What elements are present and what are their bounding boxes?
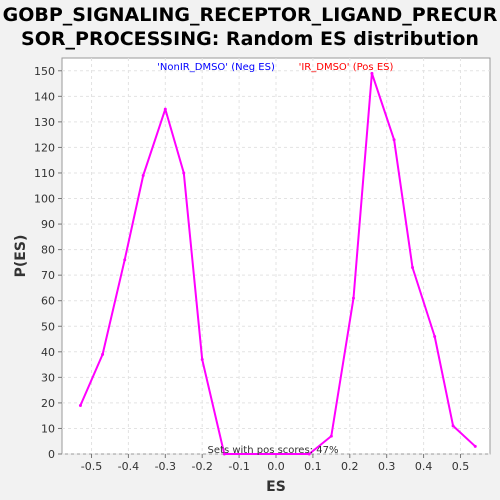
- x-tick-label: 0.5: [452, 460, 470, 473]
- data-point: [182, 171, 186, 175]
- y-tick-label: 0: [48, 448, 55, 461]
- y-tick-label: 140: [34, 90, 55, 103]
- grid-layer: [62, 58, 490, 455]
- x-tick-label: -0.5: [81, 460, 102, 473]
- series-layer: [78, 71, 477, 456]
- y-tick-label: 90: [41, 218, 55, 231]
- y-tick-label: 110: [34, 167, 55, 180]
- data-point: [78, 403, 82, 407]
- y-tick-label: 10: [41, 422, 55, 435]
- y-axis-label: P(ES): [13, 235, 29, 278]
- chart-title-line-2: SOR_PROCESSING: Random ES distribution: [21, 28, 479, 50]
- chart-title-line-1: GOBP_SIGNALING_RECEPTOR_LIGAND_PRECUR: [2, 4, 498, 26]
- data-point: [163, 107, 167, 111]
- pos-es-legend-label: 'IR_DMSO' (Pos ES): [299, 62, 394, 73]
- data-point: [473, 444, 477, 448]
- x-tick-label: -0.1: [228, 460, 249, 473]
- data-point: [370, 71, 374, 75]
- y-tick-label: 60: [41, 295, 55, 308]
- x-tick-label: 0.1: [304, 460, 322, 473]
- data-point: [222, 452, 226, 456]
- tick-layer: -0.5 -0.4 -0.3 -0.2 -0.1 0.0 0.1 0.2 0.3 0.4 0.5 0 1…: [34, 65, 469, 473]
- data-point: [101, 352, 105, 356]
- data-point: [411, 265, 415, 269]
- data-point: [392, 138, 396, 142]
- y-tick-label: 150: [34, 65, 55, 78]
- data-point: [451, 424, 455, 428]
- y-tick-label: 130: [34, 116, 55, 129]
- x-tick-label: -0.4: [118, 460, 139, 473]
- x-tick-label: 0.0: [267, 460, 285, 473]
- x-tick-label: 0.2: [341, 460, 359, 473]
- y-tick-label: 70: [41, 269, 55, 282]
- y-tick-label: 20: [41, 397, 55, 410]
- y-tick-label: 40: [41, 346, 55, 359]
- pos-scores-footer: Sets with pos scores: 47%: [208, 445, 339, 456]
- data-point: [329, 434, 333, 438]
- data-point: [123, 258, 127, 262]
- x-tick-label: 0.3: [378, 460, 396, 473]
- data-point: [200, 357, 204, 361]
- x-tick-label: -0.3: [155, 460, 176, 473]
- y-tick-label: 100: [34, 193, 55, 206]
- data-point: [433, 334, 437, 338]
- y-tick-label: 50: [41, 320, 55, 333]
- neg-es-legend-label: 'NonIR_DMSO' (Neg ES): [157, 62, 275, 73]
- y-tick-label: 30: [41, 371, 55, 384]
- y-tick-label: 120: [34, 141, 55, 154]
- data-point: [351, 296, 355, 300]
- x-tick-label: 0.4: [415, 460, 433, 473]
- x-tick-label: -0.2: [191, 460, 212, 473]
- y-tick-label: 80: [41, 244, 55, 257]
- data-point: [141, 174, 145, 178]
- x-axis-label: ES: [266, 479, 286, 495]
- data-point: [307, 452, 311, 456]
